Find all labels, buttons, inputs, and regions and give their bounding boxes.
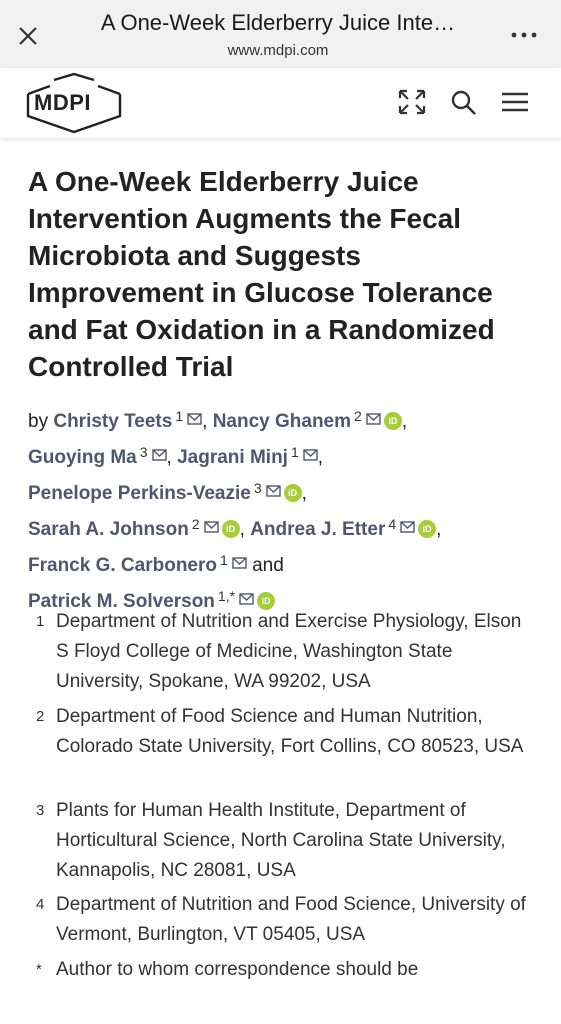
author-affil-sup: 1 (175, 408, 184, 424)
author-link[interactable]: Guoying Ma (28, 447, 137, 468)
author-affil-sup: 2 (191, 516, 200, 532)
mail-icon[interactable] (203, 521, 219, 533)
author-affil-sup: 1 (220, 552, 228, 568)
browser-url[interactable]: www.mdpi.com (227, 42, 329, 59)
mail-icon[interactable] (232, 557, 247, 569)
article-title: A One-Week Elderberry Juice Intervention… (28, 166, 495, 382)
affiliation-number: 2 (36, 708, 45, 725)
affiliation-number: 1 (36, 613, 45, 630)
affiliation-item: 1 Department of Nutrition and Exercise P… (36, 607, 536, 697)
more-options-icon[interactable] (509, 24, 539, 46)
and-label: and (252, 555, 284, 576)
menu-icon[interactable] (500, 88, 530, 116)
affiliation-text: Plants for Human Health Institute, Depar… (56, 800, 506, 881)
mail-icon[interactable] (239, 593, 254, 605)
affiliation-text: Department of Nutrition and Exercise Phy… (56, 611, 522, 692)
author-link[interactable]: Penelope Perkins-Veazie (28, 483, 251, 504)
author-link[interactable]: Nancy Ghanem (212, 411, 352, 432)
orcid-icon[interactable]: iD (257, 592, 276, 610)
author-affil-sup: 4 (388, 516, 397, 532)
author-affil-sup: 3 (253, 480, 262, 496)
mail-icon[interactable] (303, 449, 318, 461)
logo-text: MDPI (34, 90, 91, 115)
author-affil-sup: 2 (354, 408, 362, 424)
author-link[interactable]: Jagrani Minj (177, 447, 288, 468)
site-header: MDPI (0, 68, 561, 138)
author-link[interactable]: Patrick M. Solverson (28, 591, 215, 612)
author-link[interactable]: Andrea J. Etter (250, 519, 386, 540)
affiliation-item: 4 Department of Nutrition and Food Scien… (36, 890, 536, 950)
affiliation-text: Department of Nutrition and Food Science… (56, 894, 526, 945)
affiliation-item: 3 Plants for Human Health Institute, Dep… (36, 796, 536, 886)
search-icon[interactable] (449, 88, 479, 116)
author-affil-sup: 1 (290, 444, 299, 460)
mail-icon[interactable] (187, 413, 202, 425)
affiliation-number: 4 (36, 896, 45, 913)
mail-icon[interactable] (151, 449, 167, 461)
orcid-icon[interactable]: iD (221, 520, 240, 538)
author-link[interactable]: Franck G. Carbonero (28, 555, 217, 576)
orcid-icon[interactable]: iD (383, 412, 402, 430)
affiliation-item: * Author to whom correspondence should b… (36, 955, 536, 985)
mail-icon[interactable] (366, 413, 381, 425)
affiliation-text: Author to whom correspondence should be (56, 959, 419, 980)
browser-toolbar: A One-Week Elderberry Juice Inte… www.md… (0, 0, 561, 68)
affiliation-number: * (36, 961, 42, 978)
by-label: by (28, 411, 54, 432)
orcid-icon[interactable]: iD (418, 520, 437, 538)
author-list: by Christy Teets 1, Nancy Ghanem 2 iD, Guoy… (28, 408, 442, 612)
author-link[interactable]: Christy Teets (53, 411, 173, 432)
fullscreen-icon[interactable] (397, 88, 427, 116)
affiliation-item: 2 Department of Food Science and Human N… (36, 702, 536, 762)
close-icon[interactable] (14, 22, 42, 50)
affiliation-number: 3 (36, 802, 45, 819)
author-affil-sup: 3 (139, 444, 148, 460)
mdpi-logo[interactable]: MDPI (24, 72, 124, 134)
logo-frame-icon (26, 72, 122, 134)
author-affil-sup: 1,* (217, 588, 236, 604)
mail-icon[interactable] (400, 521, 415, 533)
affiliation-text: Department of Food Science and Human Nut… (56, 706, 524, 757)
mail-icon[interactable] (265, 485, 281, 497)
browser-page-title: A One-Week Elderberry Juice Inte… (100, 10, 456, 35)
author-link[interactable]: Sarah A. Johnson (28, 519, 189, 540)
orcid-icon[interactable]: iD (283, 484, 302, 502)
